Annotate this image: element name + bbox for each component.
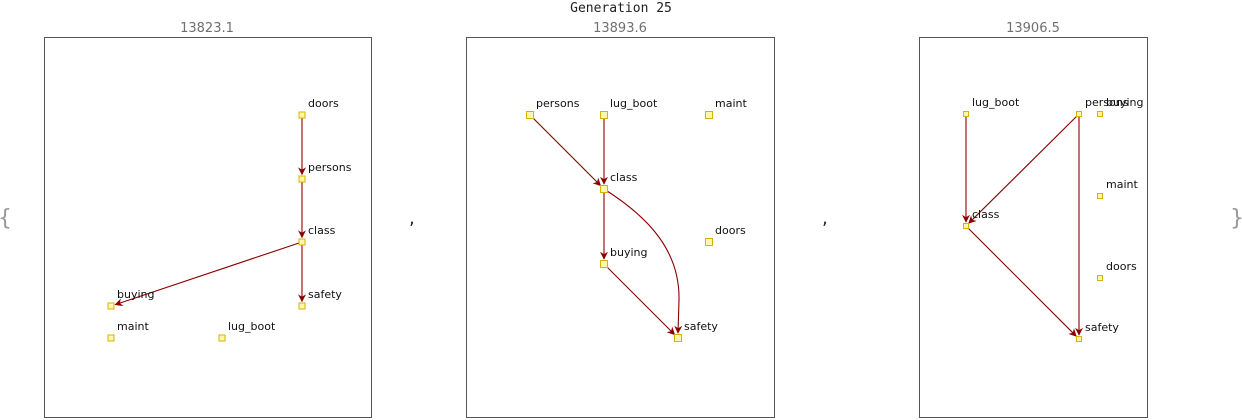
list-separator-2: ,	[820, 210, 829, 228]
node-maint-marker	[705, 111, 713, 119]
list-separator-1: ,	[407, 210, 416, 228]
node-persons-marker	[526, 111, 534, 119]
node-class-label: class	[308, 224, 336, 237]
node-buying-marker	[1097, 111, 1103, 117]
node-maint-label: maint	[715, 97, 747, 110]
node-safety-marker	[298, 302, 306, 310]
node-safety-marker	[674, 334, 682, 342]
node-persons-label: persons	[308, 161, 352, 174]
edge-class-to-buying	[114, 241, 303, 307]
node-safety-label: safety	[308, 288, 342, 301]
graph-1-score: 13823.1	[180, 21, 234, 36]
node-lug_boot-marker	[218, 334, 226, 342]
edge-buying-to-safety	[603, 263, 676, 336]
node-safety-label: safety	[1085, 321, 1119, 334]
graph-panel-2: 13893.6 persons lug_boot maint class doors bu…	[466, 21, 775, 418]
graph-panel-1: 13823.1 doors persons class buying safety mai…	[44, 21, 372, 418]
node-buying-marker	[107, 302, 115, 310]
graph-3-edges	[962, 113, 1083, 337]
node-maint-marker	[107, 334, 115, 342]
node-maint-marker	[1097, 193, 1103, 199]
graph-1-nodes: doors persons class buying safety maint lug_bo…	[107, 97, 352, 342]
graph-1-frame	[44, 37, 372, 418]
node-buying-label: buying	[117, 288, 154, 301]
open-brace: {	[0, 206, 12, 231]
node-persons-label: persons	[536, 97, 580, 110]
node-maint-label: maint	[117, 320, 149, 333]
graph-2-score: 13893.6	[593, 21, 647, 36]
node-lug_boot-label: lug_boot	[972, 96, 1020, 109]
node-lug_boot-marker	[600, 111, 608, 119]
graph-2-edges	[529, 114, 683, 336]
node-maint-label: maint	[1106, 178, 1138, 191]
edge-persons-to-class	[529, 114, 602, 187]
node-buying-marker	[600, 260, 608, 268]
graph-2-frame	[466, 37, 775, 418]
graph-3-score: 13906.5	[1006, 21, 1060, 36]
graph-1-edges	[114, 115, 306, 307]
node-doors-label: doors	[308, 97, 339, 110]
node-safety-label: safety	[684, 320, 718, 333]
edge-class-to-safety	[603, 188, 683, 334]
node-buying-label: buying	[610, 246, 647, 259]
node-doors-marker	[705, 238, 713, 246]
edge-class-to-safety	[965, 225, 1077, 337]
node-lug_boot-marker	[963, 111, 969, 117]
graph-2-nodes: persons lug_boot maint class doors buying safe…	[526, 97, 747, 342]
node-buying-label: buying	[1106, 96, 1143, 109]
node-class-label: class	[610, 171, 638, 184]
node-doors-label: doors	[715, 224, 746, 237]
node-safety-marker	[1076, 336, 1082, 342]
graph-3-frame	[919, 37, 1148, 418]
close-brace: }	[1230, 206, 1242, 231]
node-doors-marker	[298, 111, 306, 119]
node-persons-marker	[298, 175, 306, 183]
node-lug_boot-label: lug_boot	[610, 97, 658, 110]
figure-title: Generation 25	[570, 1, 672, 16]
node-persons-marker	[1076, 111, 1082, 117]
node-class-label: class	[972, 208, 1000, 221]
edge-persons-to-class	[968, 113, 1080, 224]
node-class-marker	[600, 185, 608, 193]
node-class-marker	[298, 238, 306, 246]
node-lug_boot-label: lug_boot	[228, 320, 276, 333]
node-class-marker	[963, 223, 969, 229]
node-doors-label: doors	[1106, 260, 1137, 273]
node-doors-marker	[1097, 275, 1103, 281]
node-persons-label: persons	[1085, 96, 1129, 109]
